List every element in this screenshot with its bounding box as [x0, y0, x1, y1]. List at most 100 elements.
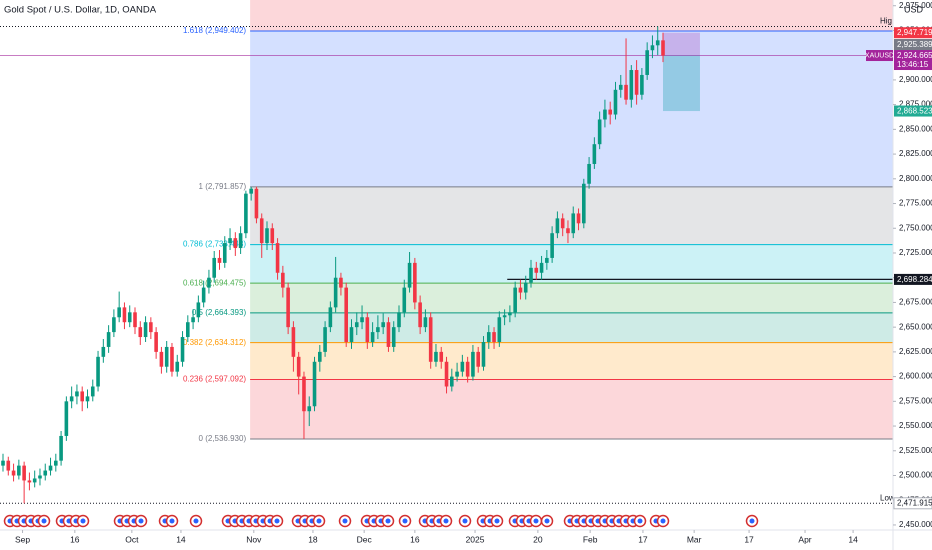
candle-body	[1, 460, 5, 466]
candle-body	[312, 361, 317, 407]
candle-body	[571, 213, 576, 234]
y-tick-label: 2,875.000	[899, 100, 932, 109]
fib-label: 0.786 (2,733.443)	[183, 240, 246, 249]
candle-body	[149, 322, 153, 333]
candle-body	[27, 480, 32, 483]
candle-body	[450, 376, 454, 387]
x-tick-label: Apr	[798, 534, 811, 544]
candle-body	[354, 322, 359, 328]
event-flag-dot	[749, 518, 755, 524]
price-label-box	[894, 105, 932, 117]
candle-body	[402, 287, 407, 313]
extreme-label: High	[880, 17, 896, 26]
candle-body	[22, 465, 26, 481]
price-label: 2,947.719	[897, 28, 932, 37]
candle-body	[566, 228, 570, 234]
position-stop	[663, 55, 700, 112]
price-label-box	[894, 27, 932, 39]
candle-body	[6, 460, 11, 471]
event-flag-dot	[193, 518, 199, 524]
candle-body	[650, 45, 655, 51]
event-flag-dot	[274, 518, 280, 524]
x-tick-label: 18	[308, 534, 318, 544]
candle-body	[217, 257, 222, 263]
event-flag-dot	[169, 518, 175, 524]
candle-body	[328, 307, 333, 328]
y-tick-label: 2,975.000	[899, 1, 932, 10]
candle-body	[497, 317, 502, 342]
candle-body	[471, 351, 475, 377]
candle-body	[38, 475, 42, 479]
candle-body	[296, 356, 301, 377]
x-tick-label: 17	[744, 534, 754, 544]
candle-body	[85, 396, 90, 402]
price-label: 2,698.284	[897, 275, 932, 284]
fib-band	[250, 379, 893, 439]
candle-body	[587, 163, 591, 184]
event-flag-dot	[41, 518, 47, 524]
event-flag-dot	[316, 518, 322, 524]
candle-body	[476, 351, 481, 367]
candle-body	[17, 465, 21, 476]
candle-body	[603, 109, 607, 120]
candle-body	[465, 361, 470, 377]
candle-body	[339, 277, 343, 288]
price-label-box	[893, 497, 932, 510]
candle-body	[196, 302, 201, 318]
candle-body	[645, 50, 649, 75]
y-tick-label: 2,525.000	[899, 446, 932, 455]
candle-body	[370, 332, 375, 342]
x-tick-label: 14	[848, 534, 858, 544]
candle-body	[386, 322, 391, 347]
price-label-box	[894, 39, 932, 51]
candle-body	[418, 302, 422, 328]
x-tick-label: 2025	[466, 534, 485, 544]
price-label: 2,924.665	[897, 51, 932, 60]
price-label: 2,925.389	[897, 40, 932, 49]
candle-body	[413, 262, 417, 303]
y-tick-label: 2,775.000	[899, 199, 932, 208]
candle-body	[291, 327, 296, 357]
candle-body	[106, 332, 111, 347]
candle-body	[492, 332, 496, 342]
fib-label: 0.5 (2,664.393)	[192, 308, 247, 317]
y-tick-label: 2,450.000	[899, 520, 932, 529]
candle-body	[275, 243, 280, 273]
candle-body	[286, 287, 290, 328]
fib-band	[250, 283, 893, 313]
candle-body	[661, 40, 665, 56]
event-flag-dot	[660, 518, 666, 524]
x-tick-label: 14	[176, 534, 186, 544]
candle-body	[154, 332, 158, 352]
candle-body	[360, 317, 364, 323]
x-tick-label: 17	[638, 534, 648, 544]
candle-body	[32, 478, 37, 483]
candle-body	[270, 228, 275, 244]
candle-body	[555, 218, 560, 234]
fib-band	[250, 244, 893, 284]
x-tick-label: Feb	[583, 534, 598, 544]
candle-body	[597, 119, 602, 145]
candle-body	[11, 470, 16, 476]
candle-body	[508, 312, 512, 316]
candle-body	[90, 386, 95, 397]
plot-area: 1.618 (2,949.402) 1 (2,791.857) 0.786 (2,7…	[0, 0, 896, 528]
price-label-box	[894, 273, 932, 285]
x-tick-label: 20	[533, 534, 543, 544]
axis-layer: 2,450.0002,475.0002,500.0002,525.0002,55…	[15, 1, 932, 544]
candle-body	[127, 312, 132, 323]
candle-body	[101, 346, 106, 357]
candle-body	[618, 84, 623, 90]
x-tick-label: Sep	[15, 534, 30, 544]
symbol-tag-box	[866, 50, 893, 62]
candle-body	[96, 356, 100, 387]
candle-body	[513, 287, 517, 313]
candle-body	[518, 287, 523, 293]
candle-body	[655, 40, 660, 46]
chart-title: Gold Spot / U.S. Dollar, 1D, OANDA	[4, 5, 157, 16]
candle-body	[175, 361, 180, 372]
candle-body	[333, 277, 338, 308]
candle-body	[349, 327, 354, 342]
fib-label: 0 (2,536.930)	[199, 434, 247, 443]
candle-body	[629, 70, 634, 100]
